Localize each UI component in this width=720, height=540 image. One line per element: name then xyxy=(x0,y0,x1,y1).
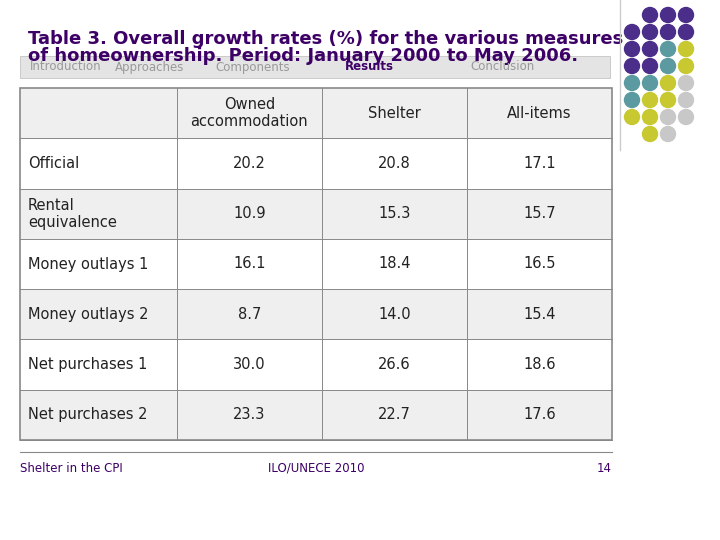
Bar xyxy=(20,88,612,138)
Text: 15.7: 15.7 xyxy=(523,206,556,221)
Circle shape xyxy=(660,126,675,141)
Text: Results: Results xyxy=(345,60,394,73)
Circle shape xyxy=(678,24,693,39)
Circle shape xyxy=(660,92,675,107)
Circle shape xyxy=(624,76,639,91)
Text: 17.6: 17.6 xyxy=(523,407,556,422)
Text: Net purchases 2: Net purchases 2 xyxy=(28,407,148,422)
Circle shape xyxy=(642,58,657,73)
Circle shape xyxy=(642,76,657,91)
Bar xyxy=(20,340,612,390)
Text: 14.0: 14.0 xyxy=(378,307,410,322)
Text: 15.4: 15.4 xyxy=(523,307,556,322)
Circle shape xyxy=(660,42,675,57)
Circle shape xyxy=(642,8,657,23)
Text: 23.3: 23.3 xyxy=(233,407,266,422)
Text: 26.6: 26.6 xyxy=(378,357,410,372)
Text: Money outlays 2: Money outlays 2 xyxy=(28,307,148,322)
Bar xyxy=(20,88,612,440)
Text: Components: Components xyxy=(215,60,289,73)
Text: 16.1: 16.1 xyxy=(233,256,266,272)
Bar xyxy=(20,289,612,340)
Circle shape xyxy=(624,110,639,125)
Circle shape xyxy=(678,8,693,23)
Circle shape xyxy=(678,76,693,91)
Circle shape xyxy=(624,42,639,57)
Circle shape xyxy=(660,8,675,23)
Text: 16.5: 16.5 xyxy=(523,256,556,272)
Circle shape xyxy=(642,92,657,107)
Text: 18.4: 18.4 xyxy=(378,256,410,272)
Text: Table 3. Overall growth rates (%) for the various measures: Table 3. Overall growth rates (%) for th… xyxy=(28,30,624,48)
Circle shape xyxy=(660,110,675,125)
Circle shape xyxy=(642,126,657,141)
Circle shape xyxy=(624,24,639,39)
Text: Introduction: Introduction xyxy=(30,60,102,73)
Circle shape xyxy=(642,110,657,125)
Text: ILO/UNECE 2010: ILO/UNECE 2010 xyxy=(268,462,364,475)
Circle shape xyxy=(642,24,657,39)
Circle shape xyxy=(642,42,657,57)
Text: 14: 14 xyxy=(597,462,612,475)
Text: 20.2: 20.2 xyxy=(233,156,266,171)
Text: 30.0: 30.0 xyxy=(233,357,266,372)
Text: 18.6: 18.6 xyxy=(523,357,556,372)
Text: Money outlays 1: Money outlays 1 xyxy=(28,256,148,272)
Text: Rental
equivalence: Rental equivalence xyxy=(28,198,117,230)
Text: Approaches: Approaches xyxy=(115,60,184,73)
Bar xyxy=(20,239,612,289)
Text: Owned
accommodation: Owned accommodation xyxy=(191,97,308,130)
Text: Net purchases 1: Net purchases 1 xyxy=(28,357,148,372)
Text: 22.7: 22.7 xyxy=(378,407,411,422)
Bar xyxy=(20,390,612,440)
Text: 20.8: 20.8 xyxy=(378,156,411,171)
Text: All-items: All-items xyxy=(507,106,572,120)
Text: Shelter in the CPI: Shelter in the CPI xyxy=(20,462,122,475)
Text: Official: Official xyxy=(28,156,79,171)
Circle shape xyxy=(660,58,675,73)
Circle shape xyxy=(624,58,639,73)
Circle shape xyxy=(678,110,693,125)
Circle shape xyxy=(660,24,675,39)
Text: 8.7: 8.7 xyxy=(238,307,261,322)
Bar xyxy=(20,56,610,78)
Bar xyxy=(20,188,612,239)
Circle shape xyxy=(678,42,693,57)
Bar xyxy=(20,138,612,188)
Text: 15.3: 15.3 xyxy=(378,206,410,221)
Circle shape xyxy=(624,92,639,107)
Circle shape xyxy=(660,76,675,91)
Circle shape xyxy=(678,92,693,107)
Text: 10.9: 10.9 xyxy=(233,206,266,221)
Circle shape xyxy=(678,58,693,73)
Text: Conclusion: Conclusion xyxy=(470,60,534,73)
Text: of homeownership. Period: January 2000 to May 2006.: of homeownership. Period: January 2000 t… xyxy=(28,47,578,65)
Text: 17.1: 17.1 xyxy=(523,156,556,171)
Text: Shelter: Shelter xyxy=(368,106,420,120)
